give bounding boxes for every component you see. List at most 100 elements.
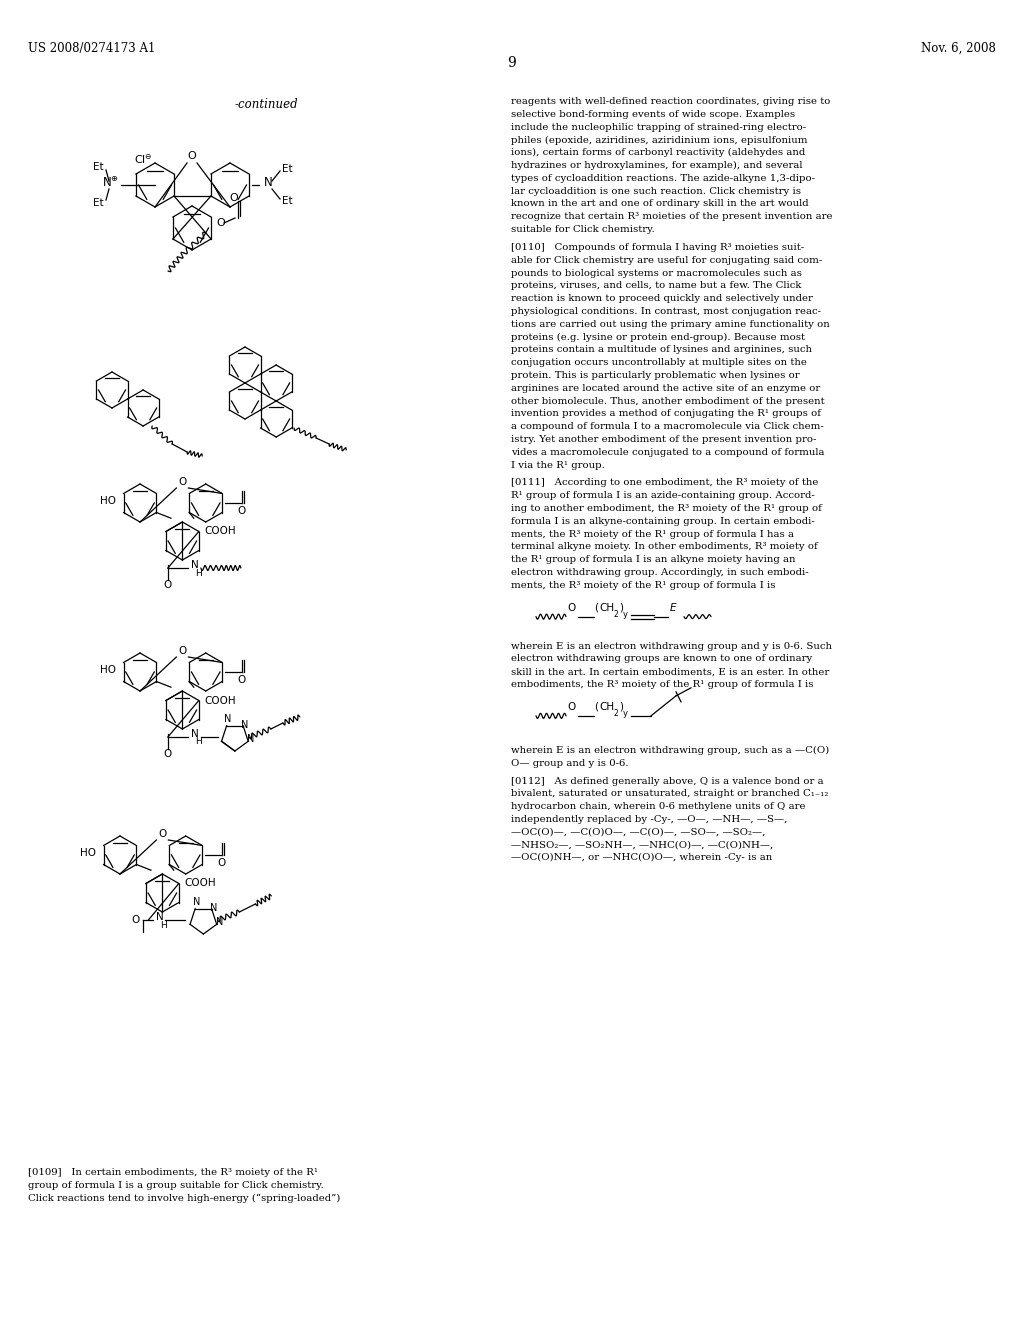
Text: N$^{\oplus}$: N$^{\oplus}$ xyxy=(102,176,119,190)
Text: [0109]   In certain embodiments, the R³ moiety of the R¹: [0109] In certain embodiments, the R³ mo… xyxy=(28,1168,318,1177)
Text: O— group and y is 0-6.: O— group and y is 0-6. xyxy=(511,759,629,768)
Text: COOH: COOH xyxy=(184,879,216,888)
Text: physiological conditions. In contrast, most conjugation reac-: physiological conditions. In contrast, m… xyxy=(511,308,821,315)
Text: ments, the R³ moiety of the R¹ group of formula I is: ments, the R³ moiety of the R¹ group of … xyxy=(511,581,775,590)
Text: conjugation occurs uncontrollably at multiple sites on the: conjugation occurs uncontrollably at mul… xyxy=(511,358,807,367)
Text: O: O xyxy=(131,915,139,925)
Text: 2: 2 xyxy=(614,610,618,619)
Text: reaction is known to proceed quickly and selectively under: reaction is known to proceed quickly and… xyxy=(511,294,813,304)
Text: Et: Et xyxy=(282,164,293,174)
Text: N: N xyxy=(190,560,199,570)
Text: Cl$^{\ominus}$: Cl$^{\ominus}$ xyxy=(134,152,153,165)
Text: include the nucleophilic trapping of strained-ring electro-: include the nucleophilic trapping of str… xyxy=(511,123,806,132)
Text: wherein E is an electron withdrawing group, such as a —C(O): wherein E is an electron withdrawing gro… xyxy=(511,746,829,755)
Text: reagents with well-defined reaction coordinates, giving rise to: reagents with well-defined reaction coor… xyxy=(511,96,830,106)
Text: R¹ group of formula I is an azide-containing group. Accord-: R¹ group of formula I is an azide-contai… xyxy=(511,491,815,500)
Text: COOH: COOH xyxy=(205,527,236,536)
Text: N: N xyxy=(242,719,249,730)
Text: Et: Et xyxy=(282,195,293,206)
Text: Et: Et xyxy=(93,198,104,209)
Text: invention provides a method of conjugating the R¹ groups of: invention provides a method of conjugati… xyxy=(511,409,821,418)
Text: proteins (e.g. lysine or protein end-group). Because most: proteins (e.g. lysine or protein end-gro… xyxy=(511,333,805,342)
Text: H: H xyxy=(195,569,202,578)
Text: HO: HO xyxy=(100,496,116,506)
Text: O: O xyxy=(218,858,226,869)
Text: 2: 2 xyxy=(614,709,618,718)
Text: proteins, viruses, and cells, to name but a few. The Click: proteins, viruses, and cells, to name bu… xyxy=(511,281,802,290)
Text: E: E xyxy=(670,603,677,612)
Text: N: N xyxy=(210,903,217,913)
Text: other biomolecule. Thus, another embodiment of the present: other biomolecule. Thus, another embodim… xyxy=(511,396,824,405)
Text: —OC(O)NH—, or —NHC(O)O—, wherein -Cy- is an: —OC(O)NH—, or —NHC(O)O—, wherein -Cy- is… xyxy=(511,853,772,862)
Text: hydrocarbon chain, wherein 0-6 methylene units of Q are: hydrocarbon chain, wherein 0-6 methylene… xyxy=(511,803,806,812)
Text: O: O xyxy=(238,675,246,685)
Text: [0111]   According to one embodiment, the R³ moiety of the: [0111] According to one embodiment, the … xyxy=(511,478,818,487)
Text: H: H xyxy=(195,738,202,747)
Text: O: O xyxy=(159,829,167,840)
Text: pounds to biological systems or macromolecules such as: pounds to biological systems or macromol… xyxy=(511,268,802,277)
Text: N: N xyxy=(193,898,200,907)
Text: O: O xyxy=(238,506,246,516)
Text: selective bond-forming events of wide scope. Examples: selective bond-forming events of wide sc… xyxy=(511,110,795,119)
Text: recognize that certain R³ moieties of the present invention are: recognize that certain R³ moieties of th… xyxy=(511,213,833,222)
Text: independently replaced by -Cy-, —O—, —NH—, —S—,: independently replaced by -Cy-, —O—, —NH… xyxy=(511,814,787,824)
Text: types of cycloaddition reactions. The azide-alkyne 1,3-dipo-: types of cycloaddition reactions. The az… xyxy=(511,174,815,182)
Text: H: H xyxy=(161,920,167,929)
Text: O: O xyxy=(178,645,186,656)
Text: able for Click chemistry are useful for conjugating said com-: able for Click chemistry are useful for … xyxy=(511,256,822,265)
Text: a compound of formula I to a macromolecule via Click chem-: a compound of formula I to a macromolecu… xyxy=(511,422,823,432)
Text: CH: CH xyxy=(599,603,614,612)
Text: O: O xyxy=(178,477,186,487)
Text: I via the R¹ group.: I via the R¹ group. xyxy=(511,461,605,470)
Text: the R¹ group of formula I is an alkyne moiety having an: the R¹ group of formula I is an alkyne m… xyxy=(511,556,796,564)
Text: terminal alkyne moiety. In other embodiments, R³ moiety of: terminal alkyne moiety. In other embodim… xyxy=(511,543,818,552)
Text: O: O xyxy=(229,193,239,203)
Text: tions are carried out using the primary amine functionality on: tions are carried out using the primary … xyxy=(511,319,829,329)
Text: O: O xyxy=(567,702,575,711)
Text: electron withdrawing groups are known to one of ordinary: electron withdrawing groups are known to… xyxy=(511,655,812,664)
Text: y: y xyxy=(623,709,628,718)
Text: N: N xyxy=(247,734,255,744)
Text: O: O xyxy=(164,579,172,590)
Text: Click reactions tend to involve high-energy (“spring-loaded”): Click reactions tend to involve high-ene… xyxy=(28,1193,340,1203)
Text: (: ( xyxy=(594,702,598,711)
Text: N: N xyxy=(190,729,199,739)
Text: [0112]   As defined generally above, Q is a valence bond or a: [0112] As defined generally above, Q is … xyxy=(511,776,823,785)
Text: ments, the R³ moiety of the R¹ group of formula I has a: ments, the R³ moiety of the R¹ group of … xyxy=(511,529,794,539)
Text: O: O xyxy=(216,218,224,228)
Text: N: N xyxy=(157,912,164,921)
Text: CH: CH xyxy=(599,702,614,711)
Text: —OC(O)—, —C(O)O—, —C(O)—, —SO—, —SO₂—,: —OC(O)—, —C(O)O—, —C(O)—, —SO—, —SO₂—, xyxy=(511,828,765,837)
Text: skill in the art. In certain embodiments, E is an ester. In other: skill in the art. In certain embodiments… xyxy=(511,667,829,676)
Text: protein. This is particularly problematic when lysines or: protein. This is particularly problemati… xyxy=(511,371,800,380)
Text: 9: 9 xyxy=(508,55,516,70)
Text: —NHSO₂—, —SO₂NH—, —NHC(O)—, —C(O)NH—,: —NHSO₂—, —SO₂NH—, —NHC(O)—, —C(O)NH—, xyxy=(511,841,773,850)
Text: wherein E is an electron withdrawing group and y is 0-6. Such: wherein E is an electron withdrawing gro… xyxy=(511,642,831,651)
Text: proteins contain a multitude of lysines and arginines, such: proteins contain a multitude of lysines … xyxy=(511,346,812,354)
Text: N: N xyxy=(216,917,223,927)
Text: istry. Yet another embodiment of the present invention pro-: istry. Yet another embodiment of the pre… xyxy=(511,434,816,444)
Text: ): ) xyxy=(618,603,623,612)
Text: US 2008/0274173 A1: US 2008/0274173 A1 xyxy=(28,42,156,55)
Text: [0110]   Compounds of formula I having R³ moieties suit-: [0110] Compounds of formula I having R³ … xyxy=(511,243,804,252)
Text: formula I is an alkyne-containing group. In certain embodi-: formula I is an alkyne-containing group.… xyxy=(511,517,815,525)
Text: N: N xyxy=(224,714,231,723)
Text: Nov. 6, 2008: Nov. 6, 2008 xyxy=(922,42,996,55)
Text: electron withdrawing group. Accordingly, in such embodi-: electron withdrawing group. Accordingly,… xyxy=(511,568,809,577)
Text: (: ( xyxy=(594,603,598,612)
Text: ions), certain forms of carbonyl reactivity (aldehydes and: ions), certain forms of carbonyl reactiv… xyxy=(511,148,805,157)
Text: suitable for Click chemistry.: suitable for Click chemistry. xyxy=(511,224,654,234)
Text: Et: Et xyxy=(93,162,104,172)
Text: bivalent, saturated or unsaturated, straight or branched C₁₋₁₂: bivalent, saturated or unsaturated, stra… xyxy=(511,789,828,799)
Text: HO: HO xyxy=(80,847,96,858)
Text: y: y xyxy=(623,610,628,619)
Text: ): ) xyxy=(618,702,623,711)
Text: known in the art and one of ordinary skill in the art would: known in the art and one of ordinary ski… xyxy=(511,199,809,209)
Text: -continued: -continued xyxy=(234,98,299,111)
Text: hydrazines or hydroxylamines, for example), and several: hydrazines or hydroxylamines, for exampl… xyxy=(511,161,803,170)
Text: philes (epoxide, aziridines, aziridinium ions, episulfonium: philes (epoxide, aziridines, aziridinium… xyxy=(511,136,808,144)
Text: O: O xyxy=(187,150,197,161)
Text: lar cycloaddition is one such reaction. Click chemistry is: lar cycloaddition is one such reaction. … xyxy=(511,186,801,195)
Text: embodiments, the R³ moiety of the R¹ group of formula I is: embodiments, the R³ moiety of the R¹ gro… xyxy=(511,680,813,689)
Text: group of formula I is a group suitable for Click chemistry.: group of formula I is a group suitable f… xyxy=(28,1181,324,1189)
